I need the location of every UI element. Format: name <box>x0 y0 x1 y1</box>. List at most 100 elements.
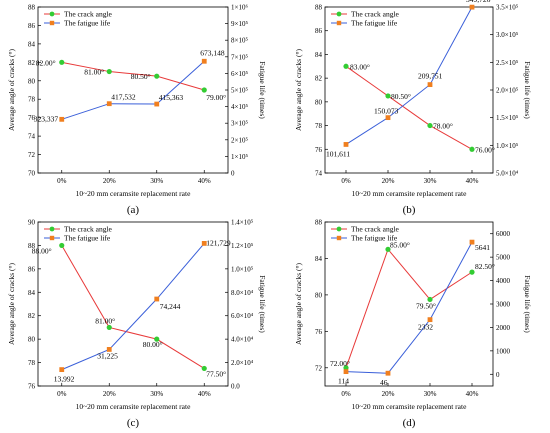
data-point <box>469 4 475 10</box>
series-line <box>61 243 205 371</box>
y-tick-label: 74 <box>315 170 323 178</box>
data-label: 81.00° <box>95 316 115 325</box>
data-point <box>59 242 65 249</box>
y2-tick-label: 2000 <box>496 324 511 332</box>
y2-axis-title: Fatigue life (times) <box>523 61 532 119</box>
y-tick-label: 74 <box>28 133 36 141</box>
y-tick-label: 86 <box>28 265 36 273</box>
data-label: 209,751 <box>418 72 443 81</box>
data-point <box>106 324 112 331</box>
y-tick-label: 88 <box>28 4 36 12</box>
x-axis-title: 10~20 mm ceramsite replacement rate <box>76 402 192 411</box>
y-tick-label: 88 <box>315 219 323 227</box>
legend-entry: The crack angle <box>351 225 400 234</box>
data-label: 415,363 <box>159 93 184 102</box>
y-tick-label: 80 <box>315 98 323 106</box>
data-label: 101,611 <box>326 149 350 158</box>
panel-label: (d) <box>403 417 416 429</box>
data-label: 79.00° <box>206 93 226 102</box>
y-tick-label: 82 <box>315 75 323 83</box>
data-point <box>59 59 65 65</box>
x-tick-label: 20% <box>382 177 395 185</box>
y-axis-title: Average angle of cracks (°) <box>7 263 16 345</box>
y2-tick-label: 3000 <box>496 301 511 309</box>
y2-tick-label: 2.0×10⁴ <box>231 359 254 367</box>
legend-marker <box>49 235 55 241</box>
y-tick-label: 76 <box>28 114 36 122</box>
y-tick-label: 78 <box>315 122 323 130</box>
data-point <box>201 58 207 64</box>
y-tick-label: 76 <box>315 146 323 154</box>
x-tick-label: 40% <box>466 390 479 398</box>
data-point <box>343 63 349 69</box>
data-label: 323,337 <box>34 114 59 123</box>
legend-entry: The fatigue life <box>64 19 111 28</box>
data-point <box>154 101 160 107</box>
legend-marker <box>49 20 55 26</box>
data-label: 673,148 <box>200 48 225 57</box>
data-point <box>343 142 349 147</box>
y-tick-label: 72 <box>315 364 323 372</box>
data-point <box>154 296 160 302</box>
data-label: 88.00° <box>32 246 52 255</box>
y2-tick-label: 7×10⁵ <box>231 53 248 61</box>
data-label: 72.00° <box>330 359 350 368</box>
data-label: 150,073 <box>374 107 399 116</box>
y2-tick-label: 4.0×10⁴ <box>231 336 254 344</box>
data-point <box>427 122 433 129</box>
data-label: 77.50° <box>206 369 226 378</box>
y2-tick-label: 3.0×10⁵ <box>496 31 519 39</box>
data-label: 81.00° <box>84 68 104 77</box>
data-point <box>343 369 349 375</box>
data-label: 417,532 <box>111 93 136 102</box>
y2-tick-label: 9×10⁵ <box>231 20 248 28</box>
y-tick-label: 86 <box>28 22 36 30</box>
y-tick-label: 78 <box>28 359 36 367</box>
y2-axis-title: Fatigue life (times) <box>258 61 267 119</box>
x-tick-label: 30% <box>424 177 437 185</box>
legend-entry: The fatigue life <box>351 234 398 243</box>
plot-frame <box>37 6 229 174</box>
data-point <box>201 365 207 372</box>
y2-tick-label: 1.4×10⁵ <box>231 219 254 227</box>
y2-tick-label: 6.0×10⁴ <box>231 312 254 320</box>
x-tick-label: 0% <box>57 177 67 185</box>
data-label: 76.00° <box>475 145 495 154</box>
y-axis-title: Average angle of cracks (°) <box>294 263 303 345</box>
data-label: 80.50° <box>391 92 411 101</box>
series-line <box>61 245 205 369</box>
legend-marker <box>336 20 342 26</box>
y2-tick-label: 1.0×10⁵ <box>231 265 254 273</box>
data-label: 31,225 <box>97 351 118 360</box>
data-label: 46 <box>380 378 388 387</box>
data-point <box>385 370 391 376</box>
x-tick-label: 0% <box>341 390 351 398</box>
data-point <box>469 239 475 245</box>
chart-panel-b: 0% 20% 30% 40% 74 76 78 80 82 84 86 88 5.0×10⁴ 1.0×10… <box>294 0 532 216</box>
y2-tick-label: 1.5×10⁵ <box>496 114 519 122</box>
y-tick-label: 80 <box>315 291 323 299</box>
y-axis-title: Average angle of cracks (°) <box>7 49 16 131</box>
y-tick-label: 80 <box>28 336 36 344</box>
series-line <box>61 60 205 120</box>
y-tick-label: 84 <box>28 289 36 297</box>
data-point <box>385 93 391 99</box>
y2-tick-label: 1.0×10⁵ <box>496 142 519 150</box>
y2-tick-label: 1×10⁵ <box>231 153 248 161</box>
data-point <box>427 82 433 88</box>
y2-tick-label: 4000 <box>496 277 511 285</box>
y2-tick-label: 2.5×10⁵ <box>496 59 519 67</box>
y-tick-label: 90 <box>28 219 36 227</box>
legend-entry: The fatigue life <box>351 19 398 28</box>
series-line <box>345 248 473 368</box>
chart-panel-d: 0% 20% 30% 40% 72 76 80 84 88 0 1000 2000 3000 4000 50… <box>294 219 532 430</box>
series-line <box>345 241 473 374</box>
data-label: 2332 <box>418 323 433 332</box>
y-tick-label: 76 <box>28 383 36 391</box>
y2-axis-title: Fatigue life (times) <box>258 275 267 333</box>
legend-marker <box>336 11 342 17</box>
data-point <box>106 68 112 75</box>
y2-tick-label: 5000 <box>496 254 511 262</box>
plot-frame <box>324 6 494 174</box>
data-point <box>106 347 112 352</box>
